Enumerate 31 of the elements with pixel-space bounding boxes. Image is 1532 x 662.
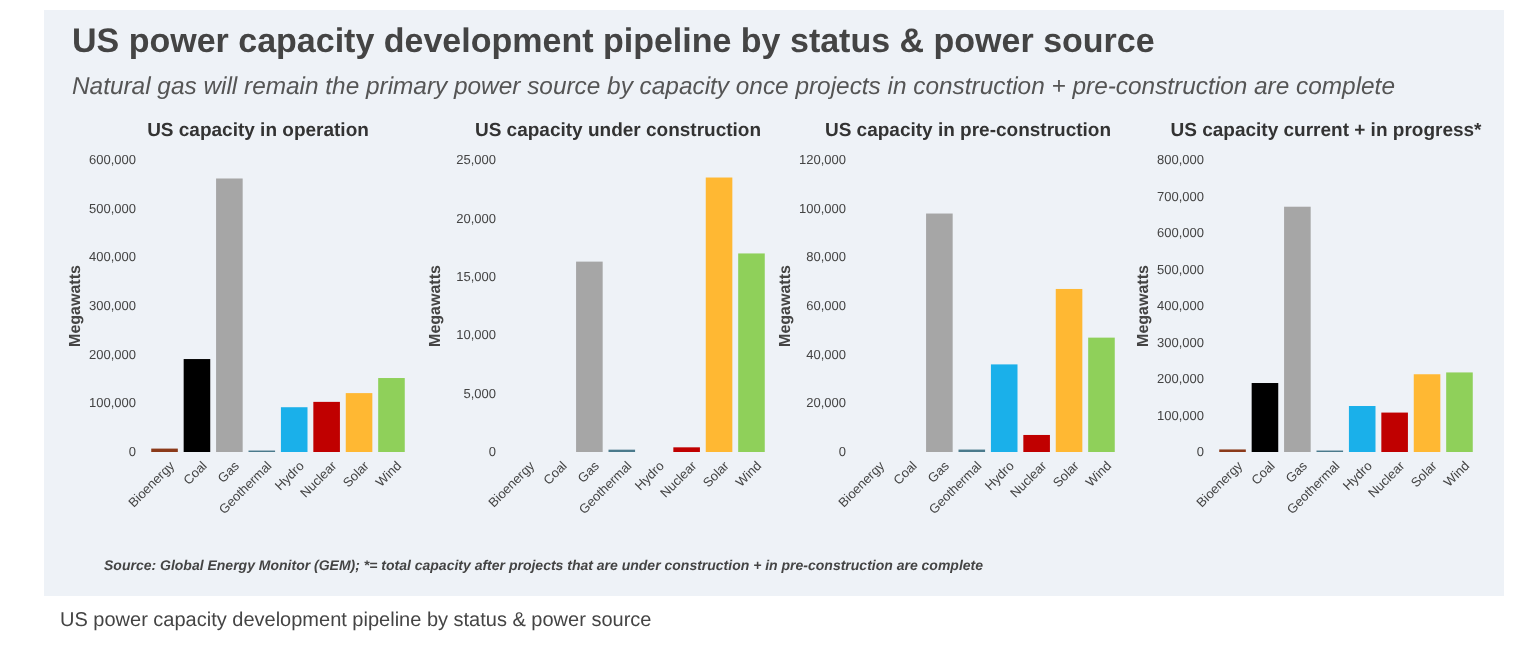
- y-axis-title: Megawatts: [1134, 264, 1152, 347]
- y-axis-title: Megawatts: [426, 264, 444, 347]
- bar: [705, 177, 733, 452]
- chart-title: US capacity in operation: [147, 120, 370, 142]
- y-axis-title: Megawatts: [776, 264, 794, 347]
- text: Natural gas will remain the primary power source by capacity once projects in construction + pre-construction are complete: [72, 72, 1396, 100]
- bar: [280, 407, 308, 452]
- bar: [1348, 406, 1376, 452]
- text: US power capacity development pipeline by status & power source: [72, 22, 1155, 60]
- bar: [1446, 372, 1473, 452]
- bar: [1381, 412, 1408, 452]
- bar: [378, 378, 405, 452]
- bar: [313, 401, 340, 452]
- bar: [1055, 288, 1083, 452]
- bar: [576, 261, 603, 452]
- bar: [1088, 337, 1115, 452]
- bar: [1413, 374, 1441, 452]
- chart-title: US capacity under construction: [474, 120, 762, 142]
- text: US power capacity development pipeline by status & power source: [60, 610, 653, 632]
- bar: [183, 359, 211, 452]
- bar: [345, 393, 373, 452]
- bar: [990, 364, 1018, 452]
- y-axis-title: Megawatts: [66, 264, 84, 347]
- bar: [216, 178, 243, 452]
- bar: [1284, 206, 1311, 452]
- bar: [1023, 434, 1050, 452]
- bar: [1251, 383, 1279, 452]
- bar: [926, 213, 953, 452]
- bar: [738, 253, 765, 452]
- chart-title: US capacity current + in progress*: [1170, 120, 1483, 142]
- chart-title: US capacity in pre-construction: [824, 120, 1112, 142]
